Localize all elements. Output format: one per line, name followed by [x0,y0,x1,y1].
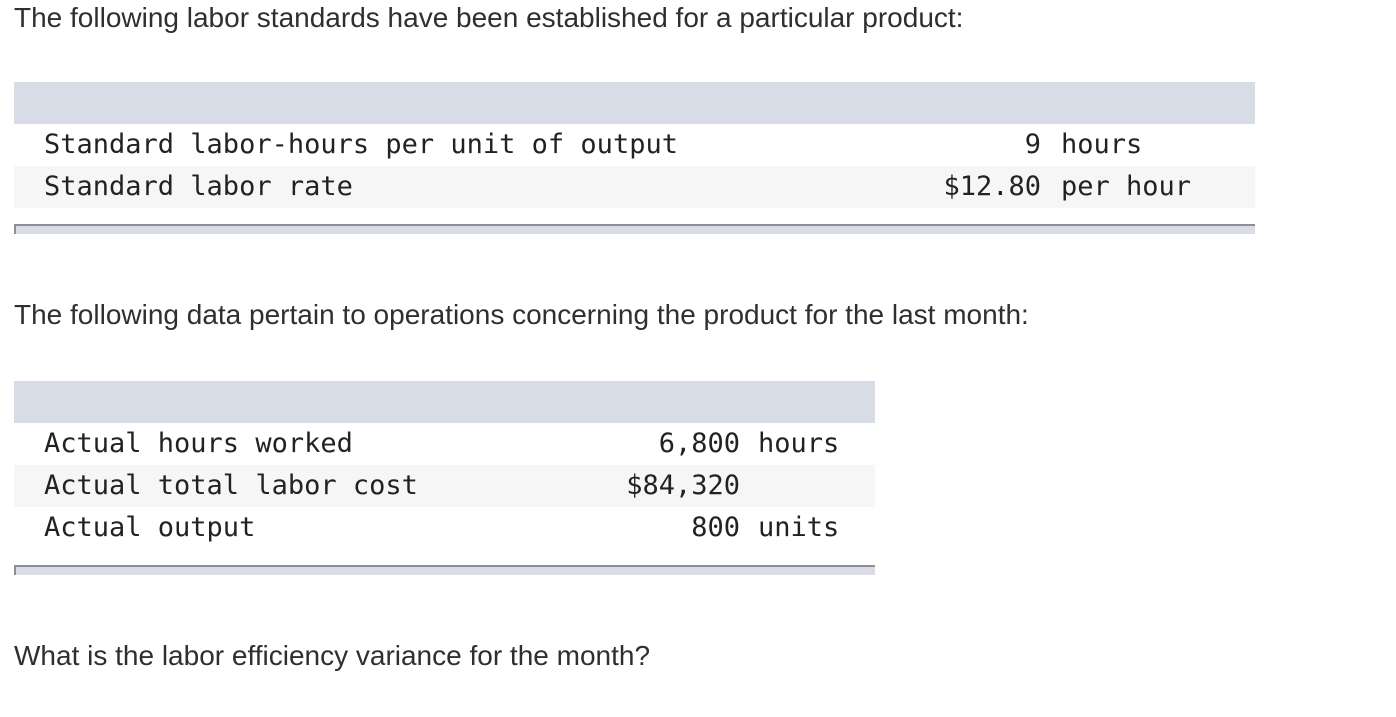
table-row: Actual total labor cost $84,320 [14,465,875,507]
row-amount: $84,320 [626,470,740,501]
row-unit: per hour [1061,171,1192,202]
row-label: Standard labor-hours per unit of output [44,129,678,160]
row-label: Standard labor rate [44,171,353,202]
table-header [14,381,875,423]
row-unit: hours [1061,129,1143,160]
row-amount: 800 [691,512,740,543]
row-unit: hours [758,428,840,459]
table-footer [14,224,1255,234]
table-row: Actual output 800 units [14,507,875,549]
table-header [14,82,1255,124]
table-row: Standard labor rate $12.80 per hour [14,166,1255,208]
row-label: Actual total labor cost [44,470,418,501]
table-row: Standard labor-hours per unit of output … [14,124,1255,166]
row-amount: $12.80 [943,171,1041,202]
table-row: Actual hours worked 6,800 hours [14,423,875,465]
actuals-table: Actual hours worked 6,800 hours Actual t… [14,381,875,575]
standards-table: Standard labor-hours per unit of output … [14,82,1255,234]
row-amount: 9 [1024,129,1041,160]
question-text: What is the labor efficiency variance fo… [14,640,651,671]
row-label: Actual hours worked [44,428,353,459]
row-label: Actual output [44,512,256,543]
row-amount: 6,800 [658,428,740,459]
data-text: The following data pertain to operations… [14,299,1029,330]
intro-text: The following labor standards have been … [14,2,964,33]
row-unit: units [758,512,840,543]
table-footer [14,565,875,575]
